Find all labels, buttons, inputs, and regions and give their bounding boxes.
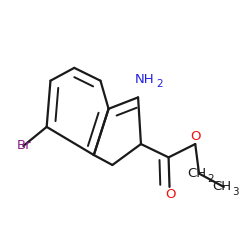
Text: 2: 2 — [207, 174, 214, 184]
Text: Br: Br — [17, 140, 32, 152]
Text: 2: 2 — [156, 79, 163, 89]
Text: 3: 3 — [232, 187, 238, 197]
Text: O: O — [190, 130, 201, 143]
Text: NH: NH — [135, 73, 154, 86]
Text: CH: CH — [187, 167, 206, 180]
Text: CH: CH — [212, 180, 231, 194]
Text: O: O — [166, 188, 176, 201]
